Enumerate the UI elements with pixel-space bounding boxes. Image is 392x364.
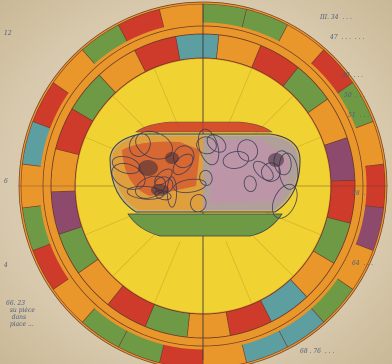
annotation-left-top: 12 <box>4 30 12 37</box>
ink-loop <box>199 169 213 186</box>
annotation-right-3: 49 . . . <box>342 72 363 79</box>
yellow-division <box>225 241 252 304</box>
annotation-left-mid: 6 <box>4 178 8 185</box>
middle-ring-segment <box>175 33 220 61</box>
middle-ring-segment <box>186 311 231 339</box>
annotation-bottom-left: 66. 23 su pièce dans piace ... <box>6 300 35 328</box>
ink-blob <box>151 184 169 196</box>
annotation-bottom-right: 68 . 76 . . . <box>300 348 335 355</box>
yellow-division <box>154 68 181 131</box>
ink-loop <box>222 150 250 169</box>
yellow-division <box>245 228 294 277</box>
ink-loop <box>128 133 151 157</box>
inner-red-patch <box>122 141 200 196</box>
ring-outline <box>74 57 332 315</box>
ring-outline <box>18 1 388 364</box>
ink-loop <box>197 128 220 166</box>
ink-scribbles <box>111 128 299 219</box>
annotation-right-low: 64 . . . <box>352 260 373 267</box>
ink-loop <box>196 136 217 155</box>
ink-blob <box>138 160 158 176</box>
ink-loop <box>173 178 207 194</box>
ring-outline <box>50 33 356 339</box>
annotation-left-low: 4 <box>4 262 8 269</box>
inner-green-band <box>127 213 283 237</box>
yellow-division <box>154 241 181 304</box>
inner-red-band <box>135 121 273 133</box>
ink-loop <box>111 162 146 190</box>
annotation-right-mid: 58 . . . <box>352 190 373 197</box>
yellow-division <box>112 228 161 277</box>
yellow-division <box>85 208 148 235</box>
ring-outline <box>42 25 364 347</box>
ink-loop <box>154 168 173 186</box>
annotation-right-4: 50 . . . <box>344 92 365 99</box>
ink-loop <box>261 162 281 182</box>
ink-blob <box>165 152 179 164</box>
yellow-division <box>225 68 252 131</box>
ink-blob <box>268 153 284 167</box>
ink-loop <box>278 152 299 190</box>
ink-loop <box>252 160 274 181</box>
yellow-division <box>258 208 321 235</box>
annotation-right-2: 47 . . . . . . <box>330 34 365 41</box>
inner-oval-panel <box>109 121 301 237</box>
ink-loop <box>271 183 298 219</box>
concentric-rings <box>18 1 388 364</box>
ink-loop <box>190 194 207 213</box>
ink-loop <box>243 175 257 193</box>
annotation-right-1: III. 34 . . . <box>320 14 352 21</box>
ink-loop <box>237 139 259 162</box>
ink-loop <box>135 175 166 199</box>
annotation-right-5: 51 . . . <box>348 112 369 119</box>
